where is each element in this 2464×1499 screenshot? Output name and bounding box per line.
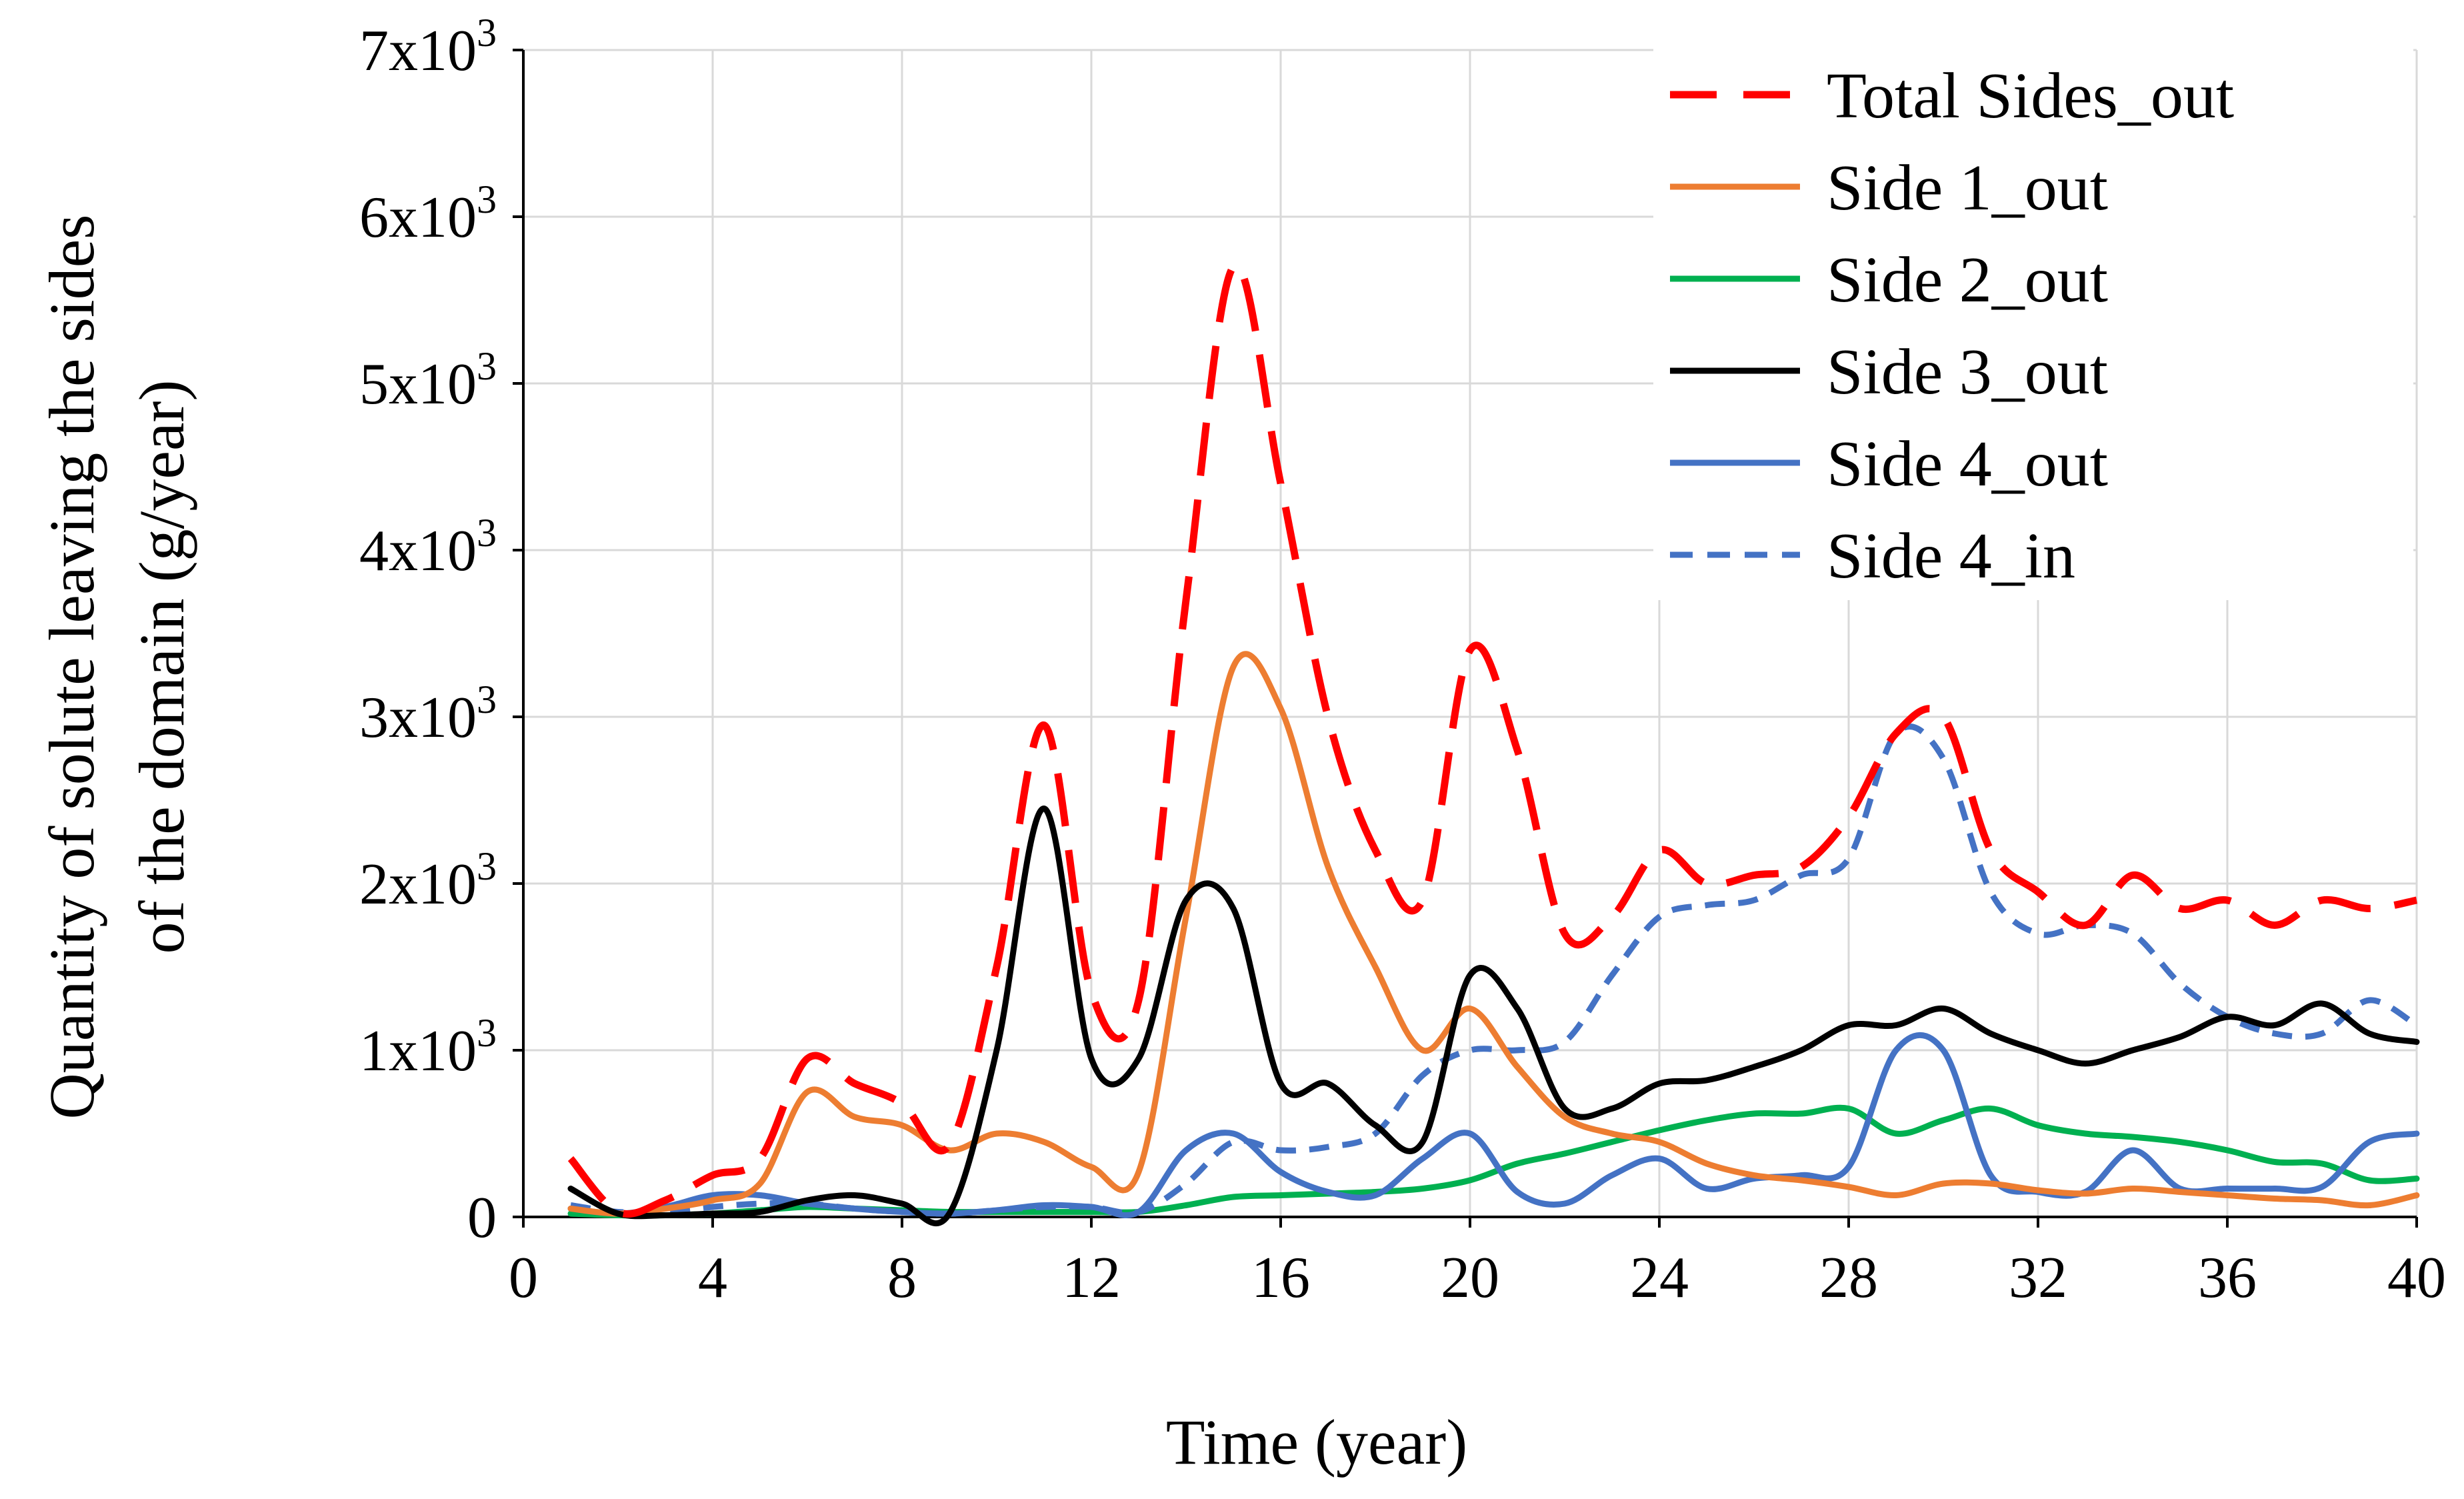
y-tick-label-7: 7x103 xyxy=(359,11,497,83)
y-tick-label-0: 0 xyxy=(467,1186,497,1250)
series-line-side-1-out xyxy=(567,651,2420,1217)
y-tick-label-1: 1x103 xyxy=(359,1011,497,1084)
y-tick-label-4: 4x103 xyxy=(359,511,497,583)
x-tick-label-1: 4 xyxy=(698,1246,727,1310)
legend-label-side-2-out: Side 2_out xyxy=(1827,244,2108,316)
y-tick-label-2: 2x103 xyxy=(359,844,497,917)
legend: Total Sides_out Side 1_out Side 2_out Side … xyxy=(1670,60,2234,592)
x-tick-label-4: 16 xyxy=(1251,1246,1310,1310)
series-line-total-sides-out xyxy=(567,261,2418,1218)
legend-label-total-sides-out: Total Sides_out xyxy=(1827,60,2234,132)
series-line-side-3-out xyxy=(567,806,2420,1226)
x-tick-label-3: 12 xyxy=(1062,1246,1121,1310)
y-axis-title-line-1: Quantity of solute leaving the sides xyxy=(36,214,107,1119)
x-tick-label-6: 24 xyxy=(1630,1246,1689,1310)
x-tick-label-9: 36 xyxy=(2198,1246,2257,1310)
series-layer xyxy=(567,261,2420,1226)
x-tick-label-5: 20 xyxy=(1441,1246,1499,1310)
series-line-side-4-out xyxy=(567,1032,2420,1218)
y-axis-title-line-2: of the domain (g/year) xyxy=(126,380,197,954)
x-tick-label-2: 8 xyxy=(887,1246,917,1310)
x-axis-title: Time (year) xyxy=(1166,1406,1467,1478)
y-tick-label-5: 5x103 xyxy=(359,344,497,417)
legend-label-side-3-out: Side 3_out xyxy=(1827,336,2108,408)
tick-labels: 0 4 8 12 16 20 24 28 32 36 40 0 1x103 2x103 3x103 4x103… xyxy=(359,11,2446,1310)
x-tick-label-8: 32 xyxy=(2009,1246,2067,1310)
series-line-side-4-in xyxy=(570,723,2419,1217)
axes xyxy=(513,49,2418,1228)
x-tick-label-0: 0 xyxy=(509,1246,538,1310)
x-tick-label-7: 28 xyxy=(1819,1246,1878,1310)
legend-label-side-4-out: Side 4_out xyxy=(1827,428,2108,500)
y-tick-label-3: 3x103 xyxy=(359,677,497,750)
legend-background xyxy=(1653,27,2413,600)
legend-label-side-1-out: Side 1_out xyxy=(1827,152,2108,224)
y-tick-label-6: 6x103 xyxy=(359,177,497,250)
y-axis-title: Quantity of solute leaving the sides of … xyxy=(36,214,197,1119)
legend-label-side-4-in: Side 4_in xyxy=(1827,520,2075,592)
x-tick-label-10: 40 xyxy=(2387,1246,2446,1310)
